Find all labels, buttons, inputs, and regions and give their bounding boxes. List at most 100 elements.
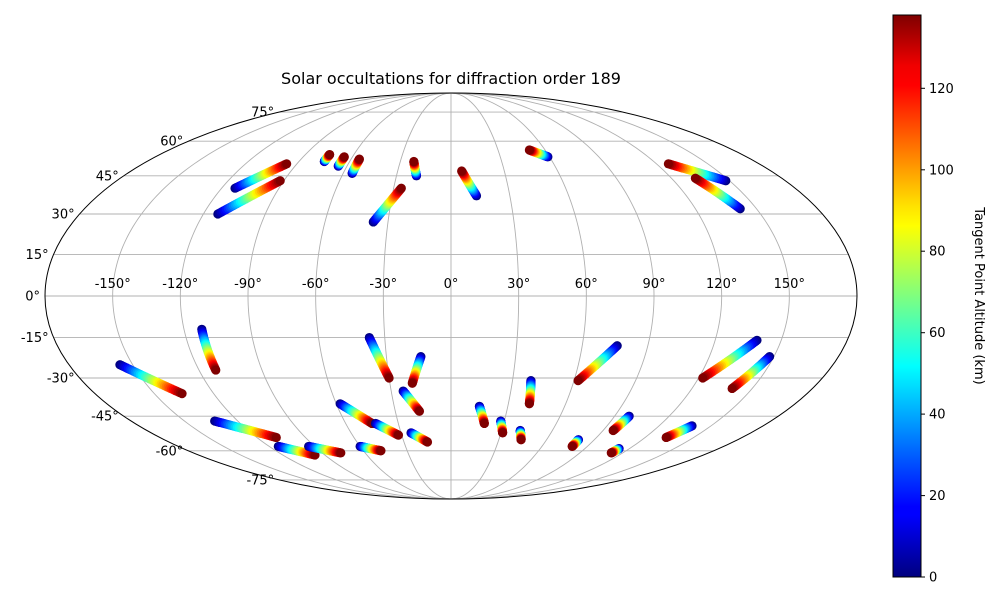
data-point — [393, 430, 404, 440]
occultation-track — [567, 435, 584, 452]
y-tick-label: 75° — [251, 106, 274, 121]
y-tick-label: -60° — [156, 444, 184, 459]
colorbar-tick-label: 100 — [929, 163, 954, 178]
colorbar-tick-label: 0 — [929, 571, 937, 586]
occultation-track — [197, 324, 221, 375]
occultation-track — [727, 352, 775, 394]
data-point — [384, 373, 394, 383]
colorbar: 0 20 40 60 80 100 120 Tangent Point Altitude (… — [892, 14, 986, 586]
data-point — [325, 149, 335, 160]
x-tick-label: 120° — [706, 277, 737, 292]
data-point — [661, 432, 671, 443]
data-point — [211, 365, 221, 375]
y-tick-label: -30° — [47, 372, 75, 387]
colorbar-tick-label: 40 — [929, 408, 946, 423]
data-point — [727, 383, 737, 394]
occultation-track — [370, 418, 404, 440]
occultation-track — [698, 335, 762, 383]
data-point — [524, 399, 534, 409]
occultation-track — [606, 444, 624, 458]
occultation-track — [210, 416, 281, 443]
occultation-track — [663, 159, 731, 186]
data-point — [396, 183, 406, 193]
occultation-track — [398, 386, 425, 416]
map-grid — [45, 92, 857, 500]
data-point — [457, 166, 467, 176]
y-tick-label: -45° — [91, 410, 119, 425]
chart-title: Solar occultations for diffraction order… — [281, 69, 621, 88]
data-point — [275, 176, 285, 186]
occultation-track — [524, 145, 553, 162]
x-tick-label: 30° — [507, 277, 530, 292]
y-tick-label: 15° — [26, 248, 49, 263]
colorbar-tick-label: 20 — [929, 489, 946, 504]
x-tick-label: -90° — [234, 277, 262, 292]
data-point — [414, 406, 425, 416]
data-point — [354, 154, 364, 164]
occultation-track — [474, 401, 489, 429]
x-tick-label: 60° — [575, 277, 598, 292]
occultation-track — [690, 173, 745, 214]
x-tick-label: -120° — [162, 277, 198, 292]
occultation-track — [230, 159, 292, 193]
data-point — [698, 373, 708, 383]
data-point — [516, 435, 526, 445]
colorbar-tick-label: 80 — [929, 245, 946, 260]
occultation-tracks — [115, 145, 775, 460]
occultation-track — [368, 183, 406, 227]
data-point — [336, 448, 346, 458]
map-frame — [44, 92, 858, 500]
colorbar-ticks: 0 20 40 60 80 100 120 — [921, 82, 954, 586]
x-tick-label: -30° — [369, 277, 397, 292]
x-tick-label: -60° — [302, 277, 330, 292]
x-tick-label: -150° — [95, 277, 131, 292]
colorbar-label: Tangent Point Altitude (km) — [971, 206, 986, 384]
data-point — [407, 378, 417, 388]
occultation-track — [333, 152, 349, 171]
x-tick-label: 0° — [444, 277, 459, 292]
x-tick-label: 150° — [774, 277, 805, 292]
data-point — [409, 156, 419, 167]
data-point — [567, 441, 577, 452]
occultation-track — [524, 376, 536, 409]
data-point — [606, 448, 616, 458]
occultation-track — [406, 428, 433, 447]
colorbar-gradient — [892, 14, 922, 578]
occultation-track — [496, 416, 508, 438]
y-tick-label: 30° — [52, 208, 75, 223]
data-point — [573, 376, 583, 386]
data-point — [282, 159, 292, 169]
data-point — [608, 425, 618, 436]
y-tick-label: 45° — [96, 169, 119, 184]
colorbar-tick-label: 120 — [929, 82, 954, 97]
occultation-track — [304, 441, 346, 458]
occultation-track — [335, 399, 377, 429]
occultation-track — [213, 176, 285, 219]
data-point — [524, 145, 534, 155]
x-tick-label: 90° — [642, 277, 665, 292]
data-point — [376, 446, 386, 456]
occultation-track — [573, 341, 622, 386]
data-point — [663, 159, 674, 169]
data-point — [422, 437, 433, 447]
data-point — [271, 432, 281, 443]
occultation-track — [409, 156, 422, 181]
y-tick-label: 0° — [25, 290, 40, 305]
data-point — [339, 152, 349, 162]
occultation-track — [515, 425, 526, 445]
occultation-track — [407, 352, 426, 388]
occultation-track — [608, 411, 634, 436]
y-tick-label: 60° — [160, 135, 183, 150]
occultation-track — [364, 332, 394, 383]
colorbar-tick-label: 60 — [929, 326, 946, 341]
data-point — [177, 389, 187, 399]
occultation-track — [347, 154, 364, 178]
occultation-track — [661, 421, 697, 443]
data-point — [690, 173, 700, 183]
longitude-tick-labels: -150° -120° -90° -60° -30° 0° 30° 60° 90° 120° 150… — [95, 277, 805, 292]
occultation-track — [457, 166, 482, 201]
y-tick-label: -75° — [246, 473, 274, 488]
occultation-track — [115, 360, 187, 399]
latitude-tick-labels: -75° -60° -45° -30° -15° 0° 15° 30° 45° 60° 75° — [21, 106, 274, 489]
